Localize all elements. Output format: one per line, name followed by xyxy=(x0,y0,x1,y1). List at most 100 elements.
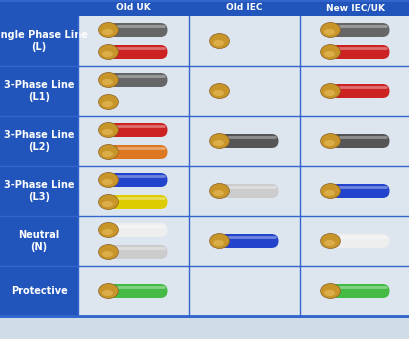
Ellipse shape xyxy=(321,183,340,199)
Ellipse shape xyxy=(209,183,229,199)
Ellipse shape xyxy=(99,144,118,160)
Bar xyxy=(300,66,409,116)
Text: Old UK: Old UK xyxy=(116,3,151,13)
Ellipse shape xyxy=(324,190,335,196)
Bar xyxy=(189,16,300,66)
Ellipse shape xyxy=(321,44,340,60)
Ellipse shape xyxy=(213,40,224,46)
Ellipse shape xyxy=(102,251,113,257)
Ellipse shape xyxy=(102,51,113,57)
Ellipse shape xyxy=(213,140,224,146)
Bar xyxy=(0,0,409,16)
Ellipse shape xyxy=(324,51,335,57)
Bar xyxy=(78,116,189,166)
Ellipse shape xyxy=(324,290,335,296)
Ellipse shape xyxy=(213,190,224,196)
Bar xyxy=(0,66,78,116)
Ellipse shape xyxy=(102,179,113,185)
Ellipse shape xyxy=(209,83,229,99)
Bar xyxy=(300,116,409,166)
Ellipse shape xyxy=(99,244,118,259)
Bar xyxy=(0,116,78,166)
FancyBboxPatch shape xyxy=(108,23,168,37)
Ellipse shape xyxy=(209,234,229,248)
Bar xyxy=(78,216,189,266)
FancyBboxPatch shape xyxy=(330,134,389,148)
Text: Protective: Protective xyxy=(11,286,67,296)
Ellipse shape xyxy=(324,240,335,246)
Bar xyxy=(300,216,409,266)
FancyBboxPatch shape xyxy=(108,284,168,298)
Ellipse shape xyxy=(102,151,113,157)
FancyBboxPatch shape xyxy=(108,195,168,209)
Bar xyxy=(78,66,189,116)
FancyBboxPatch shape xyxy=(108,245,168,259)
Bar xyxy=(300,16,409,66)
Bar xyxy=(189,266,300,316)
Ellipse shape xyxy=(102,101,113,107)
Ellipse shape xyxy=(99,95,118,109)
Bar xyxy=(0,166,78,216)
Ellipse shape xyxy=(321,234,340,248)
Bar xyxy=(189,66,300,116)
Ellipse shape xyxy=(324,29,335,35)
Bar xyxy=(78,16,189,66)
Ellipse shape xyxy=(321,134,340,148)
FancyBboxPatch shape xyxy=(108,145,168,159)
Bar xyxy=(189,216,300,266)
FancyBboxPatch shape xyxy=(330,45,389,59)
FancyBboxPatch shape xyxy=(220,184,279,198)
Text: Single Phase Line
(L): Single Phase Line (L) xyxy=(0,30,88,52)
Text: Old IEC: Old IEC xyxy=(226,3,263,13)
Ellipse shape xyxy=(102,129,113,135)
FancyBboxPatch shape xyxy=(330,284,389,298)
Bar xyxy=(78,166,189,216)
Ellipse shape xyxy=(99,122,118,138)
FancyBboxPatch shape xyxy=(108,173,168,187)
Bar xyxy=(0,266,78,316)
Ellipse shape xyxy=(99,222,118,238)
Bar xyxy=(189,166,300,216)
Ellipse shape xyxy=(102,29,113,35)
Ellipse shape xyxy=(209,34,229,48)
FancyBboxPatch shape xyxy=(108,123,168,137)
FancyBboxPatch shape xyxy=(108,73,168,87)
Ellipse shape xyxy=(99,283,118,299)
Bar xyxy=(78,266,189,316)
Bar xyxy=(300,166,409,216)
Text: 3-Phase Line
(L3): 3-Phase Line (L3) xyxy=(4,180,74,202)
Ellipse shape xyxy=(321,283,340,299)
Text: 3-Phase Line
(L2): 3-Phase Line (L2) xyxy=(4,130,74,152)
Text: 3-Phase Line
(L1): 3-Phase Line (L1) xyxy=(4,80,74,102)
Ellipse shape xyxy=(102,290,113,296)
Ellipse shape xyxy=(209,134,229,148)
FancyBboxPatch shape xyxy=(330,184,389,198)
Ellipse shape xyxy=(321,22,340,38)
Text: Neutral
(N): Neutral (N) xyxy=(18,230,60,252)
Ellipse shape xyxy=(102,229,113,235)
Bar xyxy=(0,16,78,66)
FancyBboxPatch shape xyxy=(108,45,168,59)
Ellipse shape xyxy=(102,79,113,85)
Ellipse shape xyxy=(213,90,224,96)
FancyBboxPatch shape xyxy=(220,234,279,248)
Ellipse shape xyxy=(99,44,118,60)
Bar xyxy=(300,266,409,316)
Ellipse shape xyxy=(321,83,340,99)
FancyBboxPatch shape xyxy=(220,134,279,148)
Ellipse shape xyxy=(99,173,118,187)
FancyBboxPatch shape xyxy=(330,84,389,98)
FancyBboxPatch shape xyxy=(330,23,389,37)
FancyBboxPatch shape xyxy=(108,223,168,237)
Text: New IEC/UK: New IEC/UK xyxy=(326,3,385,13)
Ellipse shape xyxy=(324,90,335,96)
Ellipse shape xyxy=(99,195,118,210)
Ellipse shape xyxy=(99,73,118,87)
Ellipse shape xyxy=(102,201,113,207)
Bar xyxy=(189,116,300,166)
Bar xyxy=(0,216,78,266)
Ellipse shape xyxy=(213,240,224,246)
FancyBboxPatch shape xyxy=(330,234,389,248)
Ellipse shape xyxy=(99,22,118,38)
Ellipse shape xyxy=(324,140,335,146)
